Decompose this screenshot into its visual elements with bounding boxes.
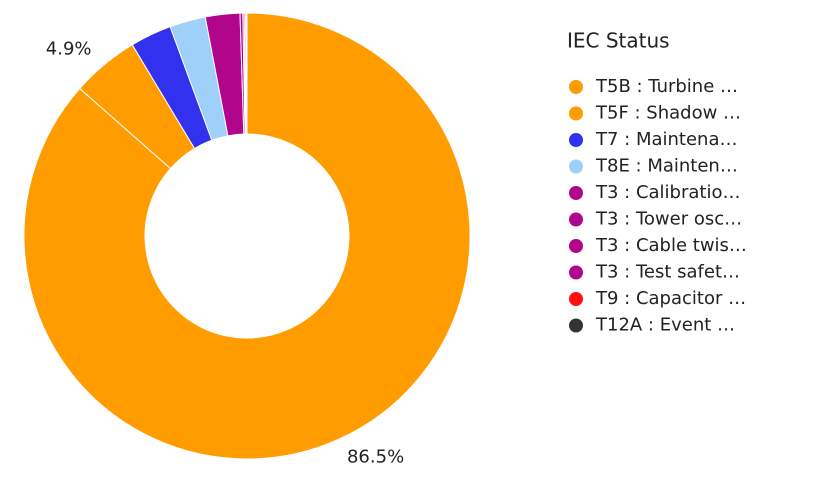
legend-marker — [569, 133, 583, 147]
data-label: 4.9% — [46, 38, 92, 59]
legend-marker — [569, 265, 583, 280]
legend-marker — [569, 159, 583, 174]
data-label: 86.5% — [347, 446, 404, 467]
legend-label: T9 : Capacitor … — [595, 288, 746, 309]
legend-marker — [569, 186, 583, 200]
legend-label: T8E : Mainten… — [595, 156, 738, 177]
legend-marker — [569, 318, 583, 333]
legend-marker — [569, 292, 583, 306]
legend-label: T3 : Test safet… — [595, 262, 740, 283]
legend-label: T7 : Maintena… — [595, 129, 738, 150]
legend-marker — [569, 106, 583, 121]
donut-slice — [245, 12, 248, 135]
legend-label: T5F : Shadow … — [595, 103, 741, 124]
donut-slice — [23, 12, 471, 460]
legend-label: T3 : Tower osc… — [595, 209, 742, 230]
legend-label: T3 : Cable twis… — [595, 235, 747, 256]
legend-marker — [569, 239, 583, 253]
legend-marker — [569, 212, 583, 227]
legend-title: IEC Status — [567, 29, 670, 53]
legend-label: T3 : Calibratio… — [595, 182, 740, 203]
legend-label: T12A : Event … — [595, 315, 735, 336]
legend-marker — [569, 80, 583, 94]
legend-label: T5B : Turbine … — [595, 76, 738, 97]
